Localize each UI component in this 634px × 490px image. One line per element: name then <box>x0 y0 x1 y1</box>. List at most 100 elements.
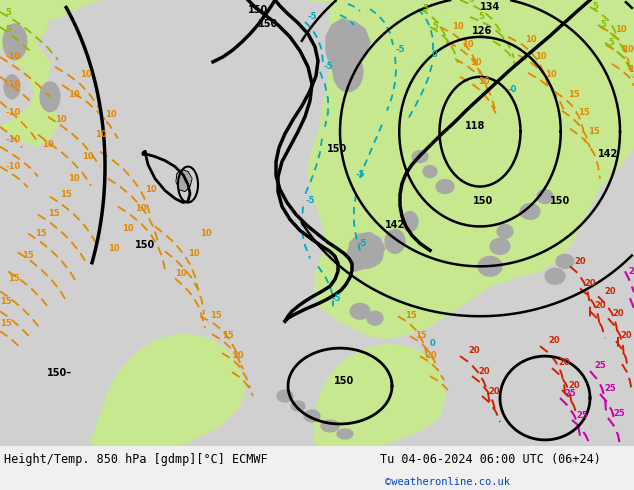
Text: -5: -5 <box>395 45 404 54</box>
Text: 150: 150 <box>248 5 268 15</box>
Text: 10: 10 <box>615 25 626 34</box>
Text: 5: 5 <box>5 8 11 17</box>
Polygon shape <box>310 0 634 256</box>
Text: -10: -10 <box>5 135 20 144</box>
Polygon shape <box>304 410 320 422</box>
Text: 150: 150 <box>327 144 347 154</box>
Text: 10: 10 <box>478 77 489 86</box>
Polygon shape <box>537 190 553 203</box>
Text: -5: -5 <box>305 196 314 204</box>
Polygon shape <box>367 311 383 325</box>
Text: 15: 15 <box>578 108 590 117</box>
Text: 20: 20 <box>584 279 595 288</box>
Polygon shape <box>40 82 60 112</box>
Text: -0: -0 <box>507 85 516 94</box>
Text: 134: 134 <box>480 2 500 12</box>
Polygon shape <box>402 212 418 231</box>
Polygon shape <box>545 269 565 284</box>
Text: 5: 5 <box>422 4 428 13</box>
Polygon shape <box>520 203 540 220</box>
Text: 10: 10 <box>628 65 634 74</box>
Polygon shape <box>308 0 634 338</box>
Polygon shape <box>478 256 502 276</box>
Polygon shape <box>385 229 405 253</box>
Text: 20: 20 <box>568 381 579 390</box>
Polygon shape <box>315 344 445 446</box>
Polygon shape <box>326 19 370 77</box>
Polygon shape <box>0 0 100 27</box>
Text: 20: 20 <box>604 287 616 296</box>
Text: 15: 15 <box>0 319 12 328</box>
Text: -5: -5 <box>356 170 365 178</box>
Text: 20: 20 <box>558 358 569 367</box>
Text: 150: 150 <box>334 376 354 386</box>
Polygon shape <box>321 420 339 432</box>
Text: 15: 15 <box>588 127 600 136</box>
Text: 15: 15 <box>210 311 222 320</box>
Text: Height/Temp. 850 hPa [gdmp][°C] ECMWF: Height/Temp. 850 hPa [gdmp][°C] ECMWF <box>4 453 268 466</box>
Text: 5: 5 <box>478 12 484 21</box>
Polygon shape <box>337 429 353 439</box>
Text: 10: 10 <box>452 22 463 31</box>
Text: -5: -5 <box>308 12 318 21</box>
Text: 20: 20 <box>468 346 480 355</box>
Text: 5: 5 <box>608 38 614 47</box>
Text: 10: 10 <box>68 173 80 183</box>
Text: -10: -10 <box>5 80 20 89</box>
Text: 20: 20 <box>478 367 489 376</box>
Polygon shape <box>350 303 370 319</box>
Text: 10: 10 <box>525 35 536 44</box>
Text: 20: 20 <box>620 331 631 340</box>
Polygon shape <box>277 390 293 402</box>
Text: 25: 25 <box>564 389 576 398</box>
Text: 10: 10 <box>545 70 557 79</box>
Text: 10: 10 <box>188 249 200 258</box>
Text: 10: 10 <box>80 70 92 79</box>
Polygon shape <box>436 179 454 194</box>
Text: 10: 10 <box>145 185 157 194</box>
Polygon shape <box>4 75 20 98</box>
Text: 10: 10 <box>622 45 633 54</box>
Text: 5: 5 <box>592 2 598 11</box>
Polygon shape <box>333 52 363 92</box>
Text: 150–: 150– <box>48 368 72 378</box>
Text: 10: 10 <box>95 130 107 139</box>
Text: 20: 20 <box>548 336 560 345</box>
Polygon shape <box>176 170 192 192</box>
Text: 10: 10 <box>175 270 186 278</box>
Text: 20: 20 <box>488 387 500 396</box>
Text: 25: 25 <box>628 268 634 276</box>
Text: 10: 10 <box>535 52 547 61</box>
Text: -5: -5 <box>332 294 342 303</box>
Text: 0: 0 <box>432 50 437 59</box>
Text: 150: 150 <box>473 196 493 206</box>
Text: 10: 10 <box>68 90 80 99</box>
Text: 10: 10 <box>105 110 117 119</box>
Text: 142: 142 <box>385 220 405 230</box>
Polygon shape <box>412 150 428 163</box>
Polygon shape <box>177 172 191 190</box>
Text: 10: 10 <box>200 229 212 239</box>
Text: 142: 142 <box>598 148 618 159</box>
Polygon shape <box>347 241 383 269</box>
Text: 15: 15 <box>405 311 417 320</box>
Text: 10: 10 <box>122 224 134 233</box>
Text: 20: 20 <box>612 309 624 318</box>
Text: 10: 10 <box>462 40 474 49</box>
Text: 25: 25 <box>613 409 624 418</box>
Polygon shape <box>556 254 574 269</box>
Text: 10: 10 <box>82 151 94 161</box>
Text: ©weatheronline.co.uk: ©weatheronline.co.uk <box>385 477 510 487</box>
Text: 15: 15 <box>22 251 34 260</box>
Polygon shape <box>3 24 27 60</box>
Text: 20: 20 <box>425 351 437 360</box>
Text: 150: 150 <box>258 19 278 29</box>
Text: 25: 25 <box>604 384 616 393</box>
Polygon shape <box>497 224 513 239</box>
Text: Tu 04-06-2024 06:00 UTC (06+24): Tu 04-06-2024 06:00 UTC (06+24) <box>380 453 601 466</box>
Text: 25: 25 <box>594 361 605 370</box>
Text: 10: 10 <box>55 115 67 123</box>
Text: 10: 10 <box>135 204 146 214</box>
Text: 25: 25 <box>576 411 588 420</box>
Text: 10: 10 <box>42 140 54 148</box>
